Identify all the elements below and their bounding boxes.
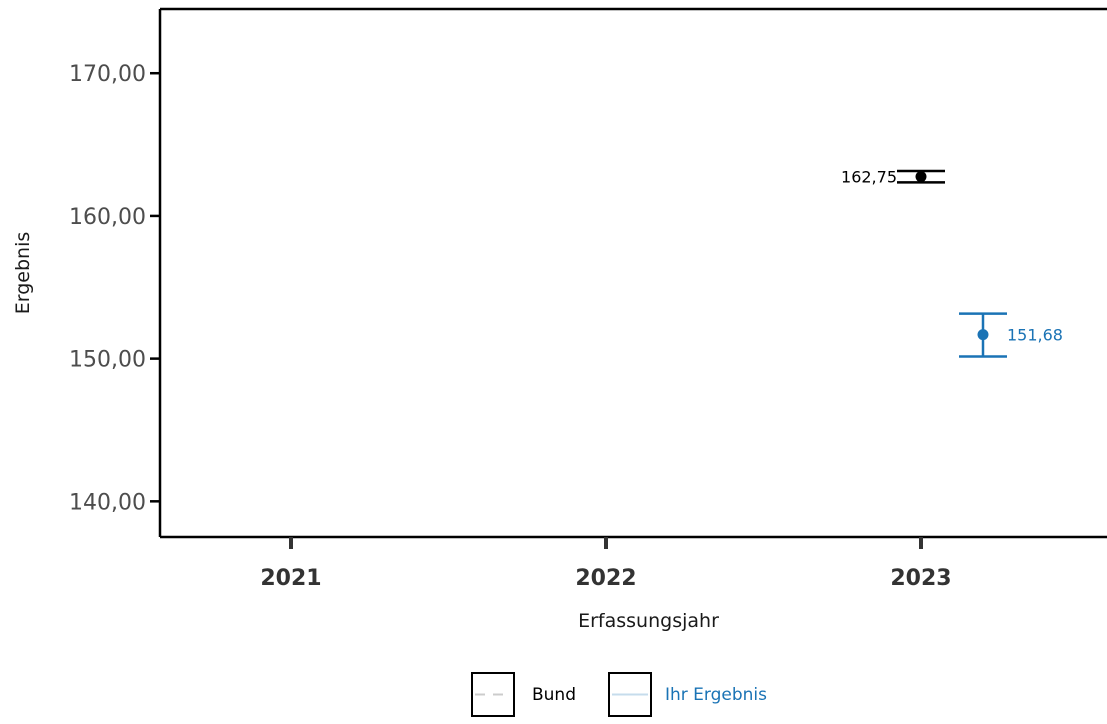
legend-key-ihr-ergebnis <box>608 672 652 717</box>
series-layer: 162,75 151,68 <box>841 168 1063 358</box>
x-axis-ticks: 2021 2022 2023 <box>260 537 952 591</box>
data-point <box>915 171 927 183</box>
y-tick-label: 170,00 <box>69 62 146 87</box>
legend-item-ihr-ergebnis: Ihr Ergebnis <box>608 672 767 717</box>
data-label: 162,75 <box>841 168 897 187</box>
data-point-group: 151,68 <box>959 312 1063 358</box>
x-tick-label: 2021 <box>260 566 321 591</box>
y-axis-title: Ergebnis <box>12 232 34 315</box>
data-point-group: 162,75 <box>841 168 945 187</box>
y-tick-label: 160,00 <box>69 205 146 230</box>
x-axis-title: Erfassungsjahr <box>578 610 719 632</box>
data-point <box>977 329 989 341</box>
legend-key-bund <box>471 672 515 717</box>
legend-label-bund: Bund <box>532 685 576 705</box>
x-tick-label: 2022 <box>575 566 636 591</box>
y-axis-ticks: 140,00 150,00 160,00 170,00 <box>69 62 160 515</box>
legend: Bund Ihr Ergebnis <box>471 672 767 717</box>
plot-panel <box>158 7 1107 539</box>
legend-item-bund: Bund <box>471 672 576 717</box>
legend-label-ihr-ergebnis: Ihr Ergebnis <box>665 685 767 705</box>
x-tick-label: 2023 <box>890 566 951 591</box>
y-tick-label: 150,00 <box>69 348 146 373</box>
y-tick-label: 140,00 <box>69 490 146 515</box>
data-label: 151,68 <box>1007 326 1063 345</box>
